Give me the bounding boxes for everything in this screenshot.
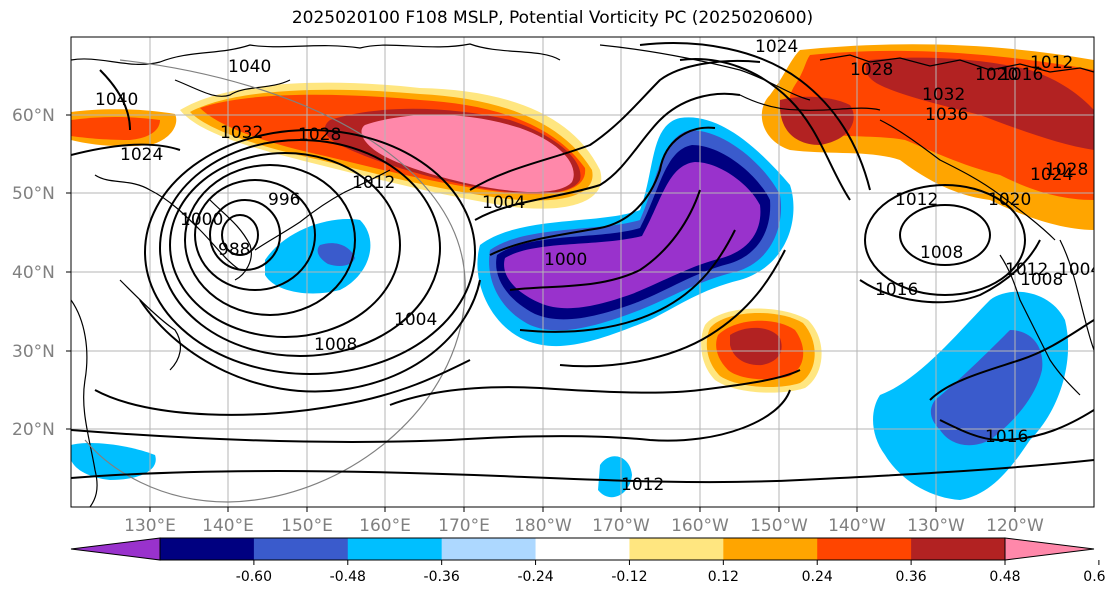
colorbar-frame	[159, 537, 1006, 561]
isobar-label: 1000	[544, 250, 587, 270]
isobar-label: 1012	[1005, 260, 1048, 280]
isobar-label: 1036	[925, 105, 968, 125]
isobar-label: 1004	[394, 310, 437, 330]
colorbar-tick-label: 0.12	[708, 569, 739, 585]
lat-label-60n: 60°N	[12, 106, 55, 126]
lat-label-20n: 20°N	[12, 420, 55, 440]
lat-label-40n: 40°N	[12, 263, 55, 283]
isobar-label: 988	[218, 240, 250, 260]
lon-label: 150°E	[281, 516, 333, 536]
isobar-label: 1004	[1058, 260, 1101, 280]
coastlines	[71, 43, 1094, 507]
colorbar-segment	[160, 538, 255, 560]
lat-label-30n: 30°N	[12, 342, 55, 362]
colorbar-max-fill	[1005, 538, 1094, 560]
isobar-label: 1016	[985, 427, 1028, 447]
isobar-label: 1040	[95, 90, 138, 110]
colorbar-segment	[347, 538, 443, 560]
map-title: 2025020100 F108 MSLP, Potential Vorticit…	[291, 8, 814, 28]
isobar-label: 1004	[482, 193, 525, 213]
isobar-label: 1016	[1000, 65, 1043, 85]
colorbar-segment	[723, 538, 818, 560]
isobar-label: 1012	[352, 173, 395, 193]
isobar-label: 1032	[922, 85, 965, 105]
isobar-label: 1012	[1030, 53, 1073, 73]
colorbar-min-fill	[71, 538, 160, 560]
isobar-labels: 1024 1028 1032 1024 1012 1004 1000 996 9…	[95, 37, 1101, 495]
lon-label: 140°W	[828, 516, 886, 536]
colorbar-tick-label: 0.48	[989, 569, 1020, 585]
lon-label: 130°W	[907, 516, 965, 536]
colorbar-segment	[535, 538, 630, 560]
isobar-label: 1040	[228, 57, 271, 77]
isobar-label: 1016	[875, 280, 918, 300]
map-plot-area: 1024 1028 1032 1024 1012 1004 1000 996 9…	[71, 37, 1101, 507]
colorbar-ticks	[253, 560, 1100, 565]
colorbar-labels: -0.60 -0.48 -0.36 -0.24 -0.12 0.12 0.24 0.36 0.4…	[236, 569, 1105, 585]
isobar-label: 1008	[1020, 270, 1063, 290]
isobar-label: 1024	[120, 145, 163, 165]
isobar-label: 1028	[298, 125, 341, 145]
colorbar-tick-label: -0.60	[236, 569, 272, 585]
colorbar-tick-label: -0.24	[517, 569, 553, 585]
colorbar-tick-label: -0.12	[611, 569, 647, 585]
colorbar-segments	[71, 538, 1094, 560]
lat-label-50n: 50°N	[12, 184, 55, 204]
lon-label: 170°E	[438, 516, 490, 536]
isobars	[71, 42, 1094, 484]
lon-label: 170°W	[592, 516, 650, 536]
axis-ticks	[66, 114, 1016, 512]
colorbar-segment	[911, 538, 1006, 560]
isobar-label: 1024	[1030, 165, 1073, 185]
colorbar-tick-label: 0.36	[896, 569, 927, 585]
pv-negative-japan	[265, 219, 371, 294]
colorbar-segment	[817, 538, 912, 560]
pv-positive-central	[701, 308, 822, 393]
isobar-label: 1028	[1045, 160, 1088, 180]
colorbar-tick-label: -0.36	[424, 569, 460, 585]
isobar-label: 1000	[180, 210, 223, 230]
colorbar-tick-label: -0.48	[330, 569, 366, 585]
lon-label: 130°E	[124, 516, 176, 536]
colorbar: -0.60 -0.48 -0.36 -0.24 -0.12 0.12 0.24 0.36 0.4…	[70, 537, 1105, 585]
isobar-label: 996	[268, 190, 300, 210]
isobar-label: 1012	[895, 190, 938, 210]
isobar-label: 1012	[621, 475, 664, 495]
lon-label: 180°W	[514, 516, 572, 536]
colorbar-tick-label: 0.24	[802, 569, 833, 585]
colorbar-segment	[253, 538, 349, 560]
lon-label: 120°W	[986, 516, 1044, 536]
lon-label: 160°E	[359, 516, 411, 536]
latitude-labels: 60°N 50°N 40°N 30°N 20°N	[12, 106, 55, 440]
colorbar-tick-label: 0.60	[1083, 569, 1105, 585]
lon-label: 160°W	[671, 516, 729, 536]
colorbar-segment	[441, 538, 537, 560]
isobar-label: 1008	[314, 335, 357, 355]
colorbar-segment	[629, 538, 724, 560]
isobar-label: 1032	[220, 123, 263, 143]
lon-label: 150°W	[750, 516, 808, 536]
isobar-label: 1020	[975, 65, 1018, 85]
isobar-label: 1008	[920, 243, 963, 263]
isobar-label: 1028	[850, 60, 893, 80]
isobar-label: 1020	[988, 190, 1031, 210]
pv-positive-alaska	[761, 44, 1094, 230]
isobar-label: 1024	[755, 37, 798, 57]
lon-label: 140°E	[202, 516, 254, 536]
longitude-labels: 130°E 140°E 150°E 160°E 170°E 180°W 170°…	[124, 516, 1044, 536]
